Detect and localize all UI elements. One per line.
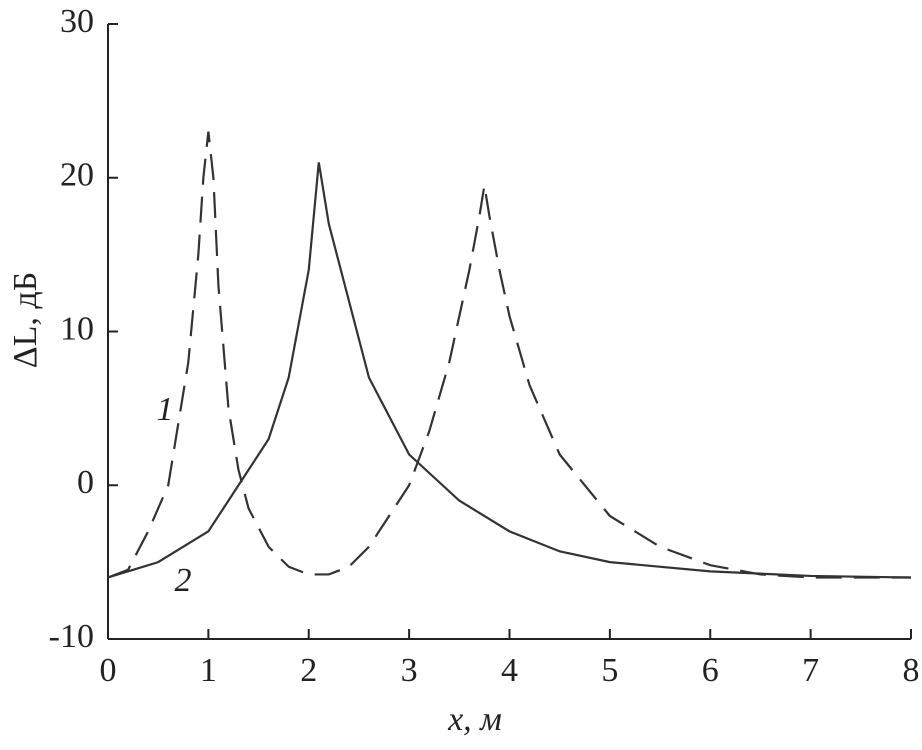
x-tick-label: 2 bbox=[300, 652, 317, 689]
x-tick-label: 5 bbox=[601, 652, 618, 689]
y-axis-label: ΔL, дБ bbox=[7, 272, 44, 368]
x-tick-label: 8 bbox=[903, 652, 920, 689]
x-tick-label: 4 bbox=[501, 652, 518, 689]
curve-label: 1 bbox=[157, 391, 174, 428]
curve-label: 2 bbox=[175, 562, 192, 599]
x-tick-label: 1 bbox=[200, 652, 217, 689]
x-tick-label: 3 bbox=[401, 652, 418, 689]
curve bbox=[107, 131, 911, 579]
y-tick-label: 20 bbox=[60, 157, 94, 194]
y-tick-label: -10 bbox=[49, 618, 94, 655]
y-tick-label: 10 bbox=[60, 310, 94, 347]
y-tick-label: 0 bbox=[77, 464, 94, 501]
x-axis-label: x, м bbox=[447, 701, 502, 738]
curve bbox=[107, 162, 912, 579]
x-tick-label: 6 bbox=[702, 652, 719, 689]
x-tick-label: 7 bbox=[802, 652, 819, 689]
x-tick-label: 0 bbox=[100, 652, 117, 689]
y-tick-label: 30 bbox=[60, 3, 94, 40]
